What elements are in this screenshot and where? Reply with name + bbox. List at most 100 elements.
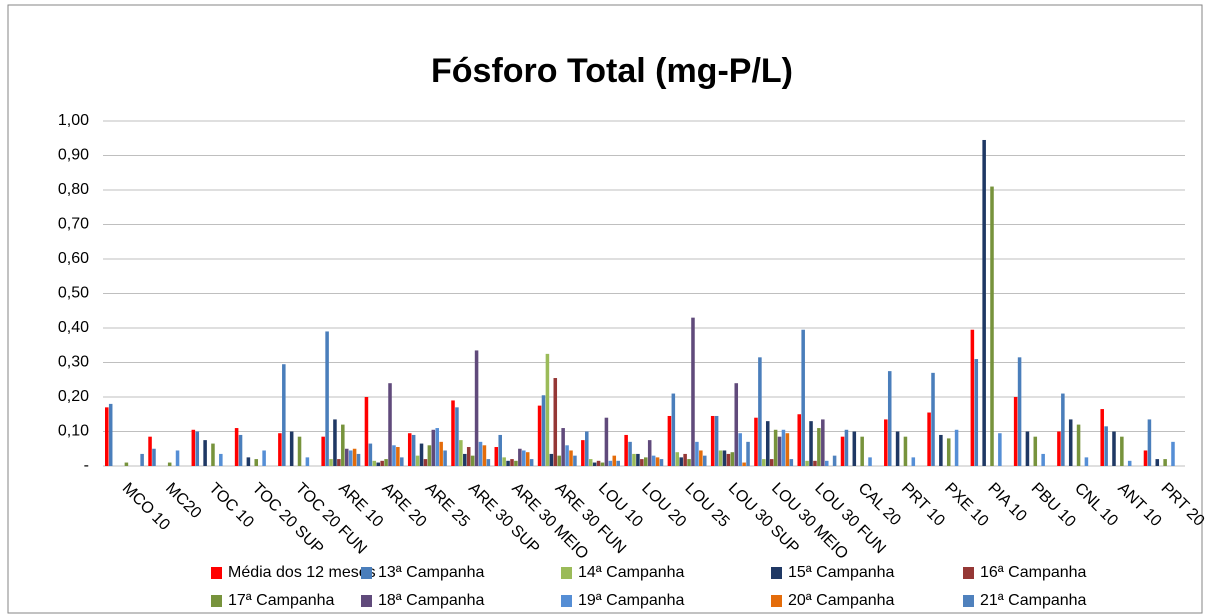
bar bbox=[777, 436, 782, 466]
bar bbox=[329, 459, 333, 466]
bar bbox=[478, 441, 483, 466]
bar bbox=[203, 440, 207, 466]
bar bbox=[494, 447, 499, 466]
bar bbox=[522, 450, 526, 466]
bar bbox=[844, 429, 849, 466]
y-tick-label: 0,60 bbox=[58, 250, 89, 267]
bar bbox=[628, 441, 632, 466]
chart-frame bbox=[7, 4, 1203, 614]
bar bbox=[439, 441, 443, 466]
bar bbox=[695, 441, 699, 466]
bar bbox=[234, 428, 239, 466]
bar bbox=[466, 447, 471, 466]
bar bbox=[691, 317, 695, 466]
bar bbox=[647, 440, 652, 466]
y-tick-label: 0,30 bbox=[58, 354, 89, 371]
bar bbox=[1041, 453, 1045, 466]
bar bbox=[738, 433, 742, 466]
bar bbox=[435, 428, 439, 466]
bar bbox=[1084, 457, 1089, 466]
bar bbox=[415, 455, 420, 466]
legend-label: 21ª Campanha bbox=[980, 592, 1087, 609]
bar bbox=[459, 440, 463, 466]
bar bbox=[1147, 419, 1152, 466]
bar bbox=[219, 453, 223, 466]
bar bbox=[632, 453, 636, 466]
bar bbox=[939, 434, 943, 466]
bar bbox=[687, 459, 691, 466]
legend-label: Média dos 12 meses bbox=[228, 564, 376, 581]
bar bbox=[785, 433, 790, 466]
bar bbox=[211, 443, 215, 466]
bar bbox=[903, 436, 908, 466]
bar bbox=[541, 395, 546, 466]
bar bbox=[1143, 450, 1148, 466]
bar bbox=[356, 453, 361, 466]
bar bbox=[765, 421, 770, 466]
y-tick-label: 0,70 bbox=[58, 216, 89, 233]
bar bbox=[667, 415, 672, 466]
bar bbox=[1017, 357, 1022, 466]
bar bbox=[333, 419, 337, 466]
bar bbox=[714, 415, 719, 466]
bar bbox=[1076, 424, 1081, 466]
bar bbox=[282, 364, 286, 466]
bar bbox=[974, 359, 979, 466]
bar bbox=[376, 462, 380, 466]
bar bbox=[337, 459, 341, 466]
bar bbox=[640, 459, 644, 466]
bar bbox=[805, 460, 809, 466]
legend-label: 14ª Campanha bbox=[578, 564, 685, 581]
bar bbox=[486, 459, 491, 466]
bar bbox=[746, 441, 750, 466]
legend-swatch bbox=[561, 567, 572, 579]
legend-label: 19ª Campanha bbox=[578, 592, 685, 609]
bar bbox=[553, 378, 558, 466]
bar bbox=[797, 414, 802, 466]
bar bbox=[887, 371, 892, 466]
bar bbox=[781, 429, 786, 466]
bar bbox=[573, 455, 577, 466]
bar bbox=[152, 448, 156, 466]
legend-swatch bbox=[963, 567, 974, 579]
bar bbox=[931, 372, 935, 466]
bar bbox=[659, 459, 664, 466]
bar bbox=[443, 450, 447, 466]
bar bbox=[262, 450, 266, 466]
bar bbox=[998, 433, 1002, 466]
bar bbox=[1112, 431, 1116, 466]
bar bbox=[616, 460, 620, 466]
bar bbox=[411, 434, 416, 466]
bar bbox=[773, 429, 778, 466]
bar bbox=[832, 455, 837, 466]
bar bbox=[734, 383, 739, 466]
bar bbox=[305, 457, 310, 466]
bar bbox=[824, 460, 829, 466]
legend-label: 18ª Campanha bbox=[378, 592, 485, 609]
bar bbox=[702, 455, 707, 466]
bar bbox=[238, 434, 243, 466]
bar bbox=[455, 407, 459, 466]
legend-label: 13ª Campanha bbox=[378, 564, 485, 581]
bar bbox=[982, 139, 986, 466]
bar bbox=[1171, 441, 1175, 466]
bar bbox=[817, 428, 821, 466]
bar bbox=[612, 455, 617, 466]
bar bbox=[1163, 459, 1167, 466]
bar bbox=[506, 460, 510, 466]
legend-swatch bbox=[211, 567, 222, 579]
bar bbox=[400, 457, 404, 466]
bar bbox=[451, 400, 455, 466]
bar bbox=[742, 462, 746, 466]
bar bbox=[722, 450, 727, 466]
bar bbox=[604, 417, 609, 466]
bar bbox=[364, 397, 369, 466]
bar bbox=[860, 436, 864, 466]
legend-swatch bbox=[211, 595, 222, 607]
bar bbox=[636, 453, 640, 466]
bar bbox=[1127, 460, 1132, 466]
bar bbox=[671, 393, 676, 466]
legend-label: 15ª Campanha bbox=[788, 564, 895, 581]
bar bbox=[297, 436, 302, 466]
